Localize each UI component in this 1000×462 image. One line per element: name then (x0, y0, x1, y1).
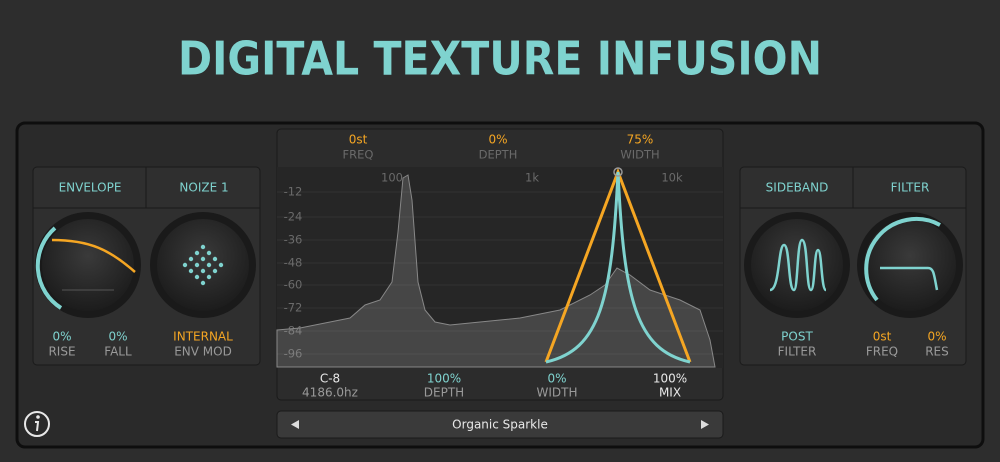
next-preset[interactable] (701, 420, 709, 429)
control-value: 0st (873, 330, 892, 344)
y-label: -72 (284, 301, 303, 315)
sideband-knob[interactable] (744, 212, 850, 318)
y-label: -96 (284, 347, 303, 361)
filter-knob[interactable] (857, 212, 963, 318)
info-ring (24, 411, 50, 437)
knob-body (864, 219, 956, 311)
control-value[interactable]: 0% (488, 133, 507, 147)
control-value[interactable]: 100% (653, 372, 687, 386)
control-label: FALL (104, 345, 132, 359)
control-label: FREQ (343, 148, 374, 162)
noise-dots (182, 244, 224, 286)
title: DIGITAL TEXTURE INFUSION (178, 32, 822, 86)
filter-curve (545, 171, 691, 364)
info-stem (35, 421, 40, 432)
control-value[interactable]: POST (781, 330, 813, 344)
control-value: 0% (52, 330, 71, 344)
sideband-shape (769, 238, 828, 292)
y-labels: -12 -24 -36 -48 -60 -72 -84 -96 (284, 185, 303, 361)
control-value[interactable]: 0st (349, 133, 368, 147)
spectrum-area (276, 174, 716, 368)
y-label: -12 (284, 185, 303, 199)
tab[interactable]: FILTER (891, 181, 930, 195)
y-label: -84 (284, 324, 303, 338)
info-button[interactable] (24, 411, 50, 437)
prev-preset[interactable] (291, 420, 299, 429)
control-label: RISE (48, 345, 75, 359)
control-label: RES (925, 345, 949, 359)
noise-knob[interactable] (150, 212, 256, 318)
control-label: 4186.0hz (302, 386, 358, 400)
control-value: 0% (108, 330, 127, 344)
control-value[interactable]: C-8 (320, 372, 340, 386)
control-label: FILTER (778, 345, 817, 359)
info-dot (36, 415, 40, 419)
handle[interactable] (613, 167, 623, 177)
y-label: -60 (284, 278, 303, 292)
envelope-knob[interactable] (35, 212, 141, 318)
control-value: 0% (927, 330, 946, 344)
preset-name[interactable]: Organic Sparkle (452, 418, 548, 432)
control-value[interactable]: 0% (547, 372, 566, 386)
control-label: WIDTH (537, 386, 578, 400)
x-label: 100 (381, 171, 403, 185)
control-label: MIX (659, 386, 681, 400)
control-value[interactable]: 100% (427, 372, 461, 386)
envelope-curve (51, 238, 136, 273)
control-label: DEPTH (424, 386, 464, 400)
knob-body (157, 219, 249, 311)
control-label: ENV MOD (174, 345, 232, 359)
spectrum-grid (277, 191, 723, 355)
tab[interactable]: ENVELOPE (59, 181, 122, 195)
control-label: WIDTH (620, 148, 659, 162)
filter-shape (880, 266, 939, 291)
control-value[interactable]: INTERNAL (173, 330, 233, 344)
y-label: -48 (284, 256, 303, 270)
x-label: 1k (525, 171, 539, 185)
knob-body (42, 219, 134, 311)
x-label: 10k (661, 171, 683, 185)
control-value[interactable]: 75% (627, 133, 654, 147)
y-label: -24 (284, 210, 303, 224)
tab[interactable]: NOIZE 1 (179, 181, 228, 195)
tab[interactable]: SIDEBAND (766, 181, 829, 195)
preset-bar (276, 410, 724, 439)
control-label: DEPTH (479, 148, 518, 162)
y-label: -36 (284, 233, 303, 247)
control-label: FREQ (866, 345, 898, 359)
knob-arc (864, 217, 941, 302)
knob-arc (35, 226, 63, 310)
